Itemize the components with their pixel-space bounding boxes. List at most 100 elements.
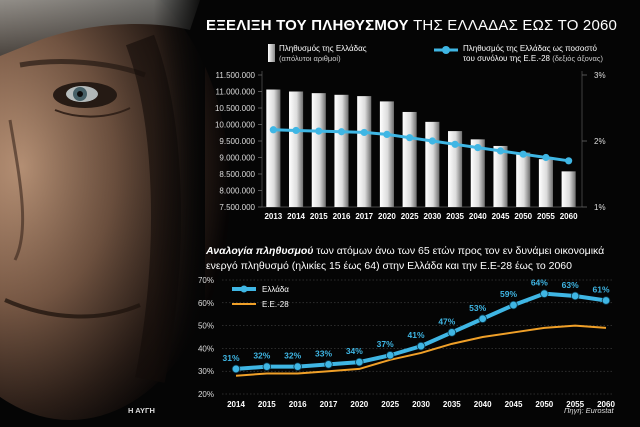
population-bar bbox=[538, 159, 553, 207]
x-axis-tick-label: 2030 bbox=[423, 212, 441, 221]
eu-share-point bbox=[337, 128, 346, 136]
greece-point bbox=[447, 328, 457, 337]
x-axis-tick-label: 2014 bbox=[227, 400, 245, 409]
legend-bar-swatch bbox=[268, 44, 275, 62]
right-axis-tick-label: 3% bbox=[594, 71, 606, 80]
population-bar bbox=[289, 91, 304, 207]
x-axis-tick-label: 2015 bbox=[258, 400, 276, 409]
population-bar bbox=[425, 121, 440, 207]
legend-eu28-label: Ε.Ε.-28 bbox=[262, 300, 289, 309]
ratio-chart-title: Αναλογία πληθυσμού των ατόμων άνω των 65… bbox=[206, 245, 605, 272]
x-axis-tick-label: 2050 bbox=[514, 212, 532, 221]
publisher-credit: Η ΑΥΓΗ bbox=[128, 406, 155, 415]
greece-data-label: 32% bbox=[284, 351, 301, 361]
x-axis-tick-label: 2045 bbox=[505, 400, 523, 409]
eu-share-point bbox=[383, 130, 391, 138]
greece-point bbox=[509, 300, 518, 310]
eu-share-point bbox=[565, 157, 573, 165]
x-axis-tick-label: 2017 bbox=[320, 400, 338, 409]
x-axis-tick-label: 2014 bbox=[287, 212, 305, 221]
greece-data-label: 63% bbox=[562, 280, 579, 290]
main-title: ΕΞΕΛΙΞΗ ΤΟΥ ΠΛΗΘΥΣΜΟΥ ΤΗΣ ΕΛΛΑΔΑΣ ΕΩΣ ΤΟ… bbox=[206, 17, 618, 34]
population-bar bbox=[334, 94, 349, 207]
greece-point bbox=[293, 362, 302, 371]
population-legend bbox=[268, 44, 458, 62]
eu28-line bbox=[235, 324, 607, 377]
greece-point bbox=[540, 289, 549, 298]
eu-share-point bbox=[451, 140, 459, 148]
greece-point bbox=[231, 364, 241, 374]
x-axis-tick-label: 2015 bbox=[310, 212, 328, 221]
greece-data-label: 64% bbox=[531, 278, 548, 288]
x-axis-tick-label: 2020 bbox=[350, 400, 368, 409]
left-axis-tick-label: 10.000.000 bbox=[215, 121, 256, 130]
x-axis-tick-label: 2060 bbox=[597, 400, 615, 409]
x-axis-tick-label: 2055 bbox=[537, 212, 555, 221]
greece-point bbox=[262, 362, 272, 371]
greece-data-label: 53% bbox=[469, 303, 486, 313]
left-axis-tick-label: 9.500.000 bbox=[219, 137, 255, 146]
population-bar-chart: 11.500.000 11.000.000 10.500.000 10.000.000… bbox=[215, 71, 606, 221]
eu-share-point bbox=[315, 127, 323, 135]
left-axis-tick-label: 7.500.000 bbox=[219, 203, 255, 212]
greece-data-label: 41% bbox=[407, 330, 424, 340]
greece-point bbox=[324, 360, 333, 369]
population-bar bbox=[493, 145, 508, 207]
population-bar bbox=[379, 101, 394, 207]
x-axis-tick-label: 2025 bbox=[381, 400, 399, 409]
eu-share-point bbox=[519, 150, 527, 158]
x-axis-tick-label: 2025 bbox=[401, 212, 419, 221]
left-axis-tick-label: 10.500.000 bbox=[215, 104, 256, 113]
greece-point bbox=[601, 296, 611, 305]
left-axis-tick-label: 8.000.000 bbox=[219, 187, 255, 196]
population-bar bbox=[357, 96, 372, 207]
left-axis-tick-label: 11.000.000 bbox=[216, 88, 256, 97]
greece-point bbox=[416, 341, 426, 351]
greece-point bbox=[570, 291, 580, 301]
eu-share-line bbox=[273, 128, 569, 163]
y-axis-tick-label: 60% bbox=[198, 299, 214, 308]
greece-data-label: 61% bbox=[592, 285, 609, 295]
greece-data-label: 37% bbox=[377, 339, 394, 349]
x-axis-tick-label: 2060 bbox=[560, 212, 578, 221]
x-axis-tick-label: 2055 bbox=[566, 400, 584, 409]
greece-data-label: 47% bbox=[438, 316, 455, 326]
left-axis-tick-label: 8.500.000 bbox=[219, 170, 255, 179]
x-axis-tick-label: 2017 bbox=[355, 212, 373, 221]
y-axis-tick-label: 20% bbox=[198, 390, 214, 399]
eu-share-point bbox=[428, 137, 436, 145]
x-axis-tick-label: 2030 bbox=[412, 400, 430, 409]
y-axis-tick-label: 40% bbox=[198, 344, 214, 353]
eu-share-point bbox=[360, 128, 368, 137]
greece-point bbox=[478, 314, 487, 323]
x-axis-tick-label: 2040 bbox=[474, 400, 492, 409]
greece-data-label: 33% bbox=[315, 348, 332, 358]
x-axis-tick-label: 2045 bbox=[492, 212, 510, 221]
right-axis-tick-label: 2% bbox=[594, 137, 606, 146]
greece-data-label: 32% bbox=[253, 351, 270, 361]
left-axis-tick-label: 11.500.000 bbox=[216, 71, 256, 80]
x-axis-tick-label: 2013 bbox=[264, 212, 282, 221]
x-axis-tick-label: 2035 bbox=[446, 212, 464, 221]
population-bar bbox=[470, 139, 485, 207]
y-axis-tick-label: 70% bbox=[198, 276, 214, 285]
population-bar bbox=[311, 93, 326, 207]
greece-data-label: 34% bbox=[346, 346, 363, 356]
x-axis-tick-label: 2020 bbox=[378, 212, 396, 221]
eu-share-point bbox=[406, 134, 414, 142]
eu-share-point bbox=[542, 153, 550, 162]
x-axis-tick-label: 2016 bbox=[333, 212, 351, 221]
x-axis-tick-label: 2035 bbox=[443, 400, 461, 409]
greece-point bbox=[355, 357, 364, 367]
y-axis-tick-label: 50% bbox=[198, 322, 214, 331]
eu-share-point bbox=[496, 147, 505, 155]
legend-bars-label: Πληθυσμός της Ελλάδας (απόλυτοι αριθμοί) bbox=[279, 44, 367, 63]
source-credit: Πηγή: Eurostat bbox=[564, 406, 614, 415]
population-bar bbox=[266, 89, 281, 207]
legend-line-label: Πληθυσμός της Ελλάδας ως ποσοστό του συν… bbox=[463, 44, 604, 63]
x-axis-tick-label: 2040 bbox=[469, 212, 487, 221]
population-bar bbox=[516, 152, 531, 207]
